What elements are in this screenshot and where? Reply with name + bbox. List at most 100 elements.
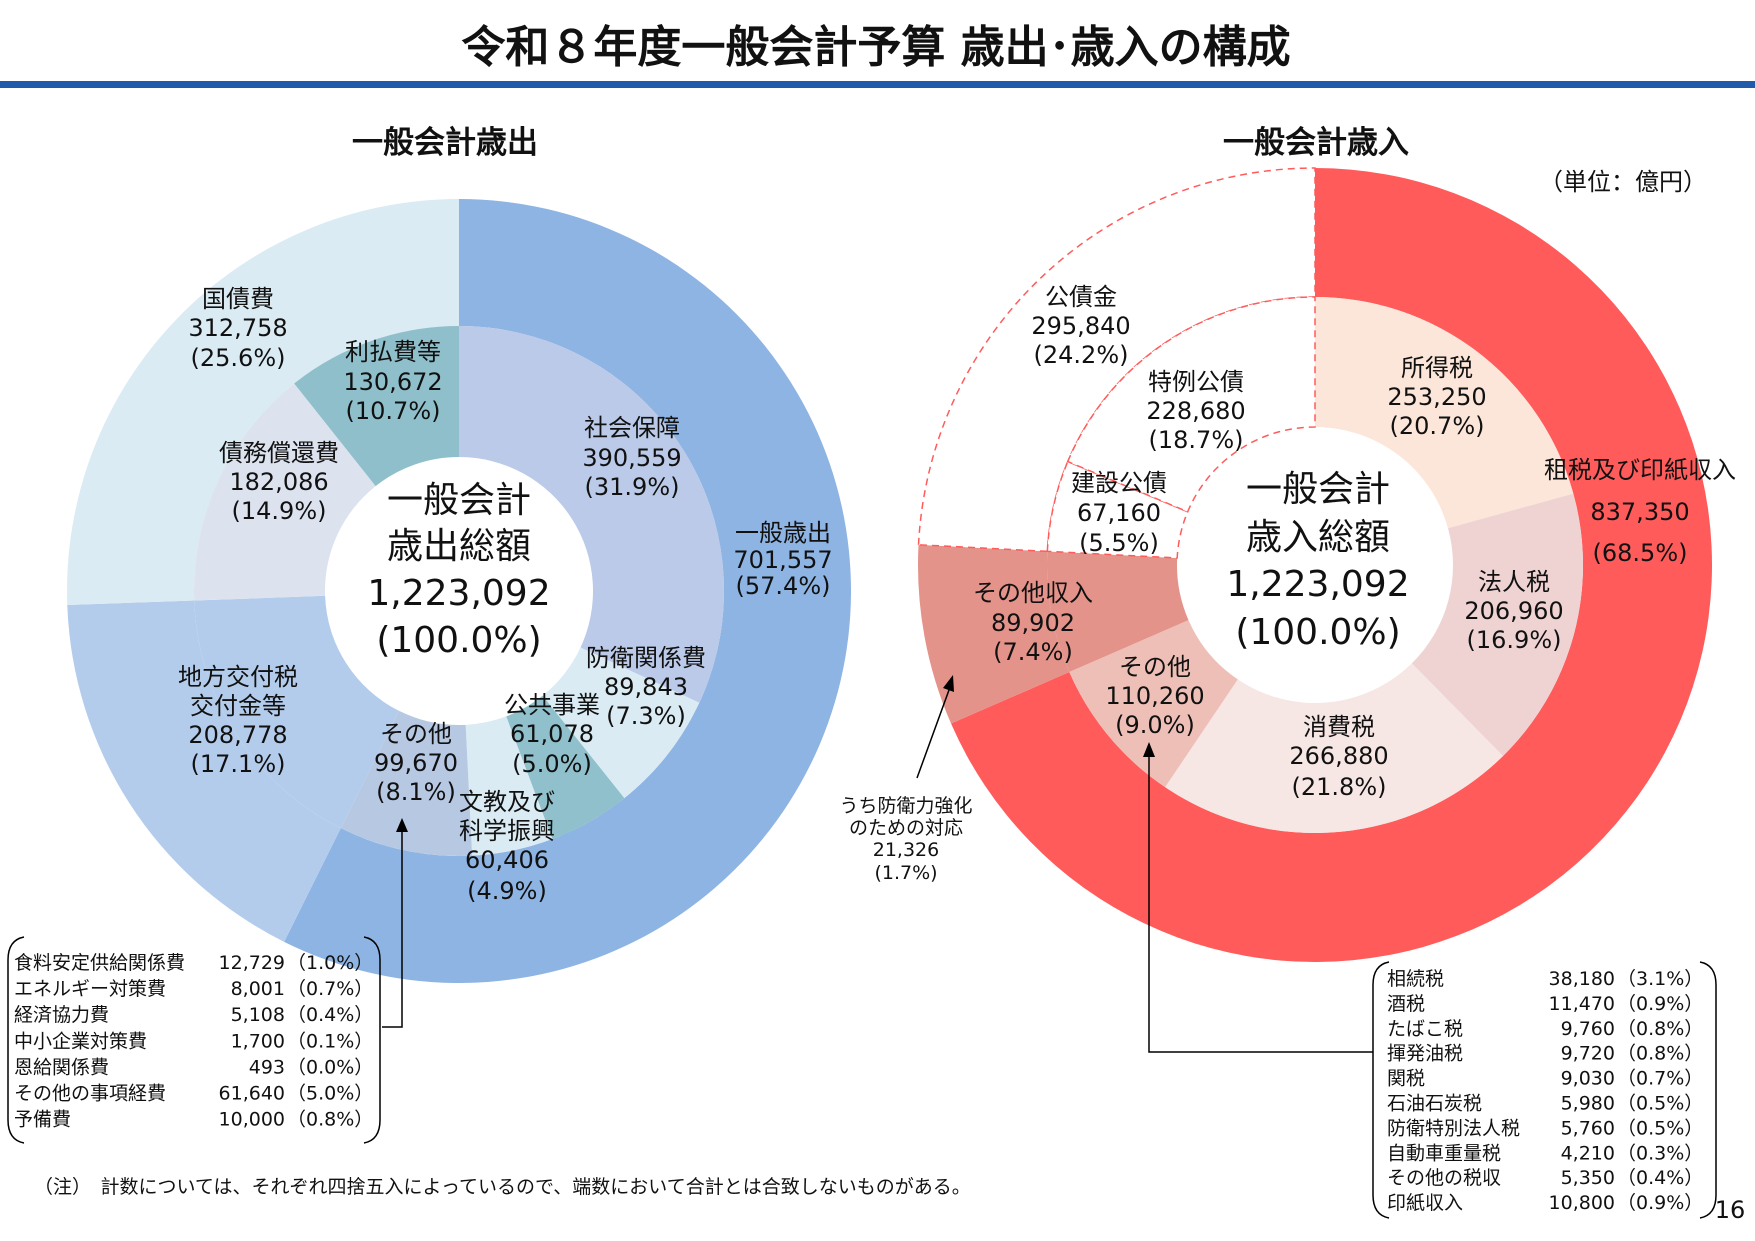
breakdown-value: 8,001 bbox=[231, 978, 285, 1000]
breakdown-pct: （0.0%） bbox=[287, 1056, 373, 1078]
label-kosaikin: 公債金 295,840 (24.2%) bbox=[1031, 283, 1130, 369]
svg-text:206,960: 206,960 bbox=[1464, 597, 1563, 625]
label-ribaraihi: 利払費等 130,672 (10.7%) bbox=[343, 338, 442, 425]
breakdown-name: 経済協力費 bbox=[14, 1004, 109, 1026]
svg-text:一般会計: 一般会計 bbox=[1246, 469, 1390, 510]
expenditure-inner-segment-5 bbox=[194, 595, 400, 829]
breakdown-value: 9,720 bbox=[1561, 1043, 1615, 1065]
label-ippan-saishutsu: 一般歳出 701,557 (57.4%) bbox=[733, 519, 832, 600]
label-sozei: 租税及び印紙収入 837,350 (68.5%) bbox=[1544, 456, 1736, 567]
breakdown-connector bbox=[1148, 755, 1373, 1053]
revenue-inner-segment-0 bbox=[1315, 297, 1574, 529]
breakdown-row: 自動車重量税 4,210 （0.3%） bbox=[1387, 1142, 1703, 1164]
arrow-up-icon bbox=[396, 818, 408, 832]
expenditure-inner-segment-0 bbox=[459, 326, 725, 703]
expenditure-inner-segment-7 bbox=[294, 326, 459, 487]
svg-text:(100.0%): (100.0%) bbox=[1235, 612, 1400, 653]
revenue-title: 一般会計歳入 bbox=[1223, 125, 1409, 161]
breakdown-row: 石油石炭税 5,980 （0.5%） bbox=[1387, 1093, 1703, 1115]
svg-text:(10.7%): (10.7%) bbox=[346, 397, 441, 425]
revenue-inner-segment-4 bbox=[1047, 551, 1189, 673]
svg-text:地方交付税: 地方交付税 bbox=[178, 663, 298, 691]
svg-text:(20.7%): (20.7%) bbox=[1390, 412, 1485, 440]
svg-text:(5.5%): (5.5%) bbox=[1079, 529, 1159, 557]
revenue-outer-segment-1 bbox=[917, 544, 1070, 724]
label-boei-kankeihi: 防衛関係費 89,843 (7.3%) bbox=[586, 644, 706, 730]
breakdown-value: 9,030 bbox=[1561, 1068, 1615, 1090]
revenue-other-breakdown: 相続税 38,180 （3.1%）酒税 11,470 （0.9%）たばこ税 9,760 （0… bbox=[1143, 742, 1717, 1219]
breakdown-name: 予備費 bbox=[14, 1109, 71, 1131]
breakdown-pct: （0.4%） bbox=[1617, 1167, 1703, 1189]
breakdown-name: その他の税収 bbox=[1387, 1167, 1501, 1189]
svg-text:182,086: 182,086 bbox=[229, 468, 328, 496]
breakdown-value: 5,350 bbox=[1561, 1167, 1615, 1189]
breakdown-pct: （3.1%） bbox=[1617, 968, 1703, 990]
svg-text:その他収入: その他収入 bbox=[973, 579, 1093, 607]
breakdown-value: 10,800 bbox=[1549, 1192, 1615, 1214]
svg-text:債務償還費: 債務償還費 bbox=[219, 439, 339, 467]
breakdown-name: 石油石炭税 bbox=[1387, 1093, 1482, 1115]
unit-label: （単位：億円） bbox=[1539, 168, 1707, 196]
svg-text:(25.6%): (25.6%) bbox=[191, 344, 286, 372]
breakdown-value: 11,470 bbox=[1549, 993, 1615, 1015]
breakdown-value: 1,700 bbox=[231, 1030, 285, 1052]
svg-text:(31.9%): (31.9%) bbox=[585, 473, 680, 501]
svg-text:110,260: 110,260 bbox=[1105, 682, 1204, 710]
svg-text:利払費等: 利払費等 bbox=[345, 338, 441, 366]
svg-text:(68.5%): (68.5%) bbox=[1593, 539, 1688, 567]
breakdown-row: 相続税 38,180 （3.1%） bbox=[1387, 968, 1703, 990]
revenue-inner-segment-1 bbox=[1411, 493, 1583, 757]
breakdown-row: その他の税収 5,350 （0.4%） bbox=[1387, 1167, 1703, 1189]
label-bunkyo: 文教及び 科学振興 60,406 (4.9%) bbox=[459, 788, 555, 905]
expenditure-inner-segment-2 bbox=[506, 695, 625, 840]
svg-text:消費税: 消費税 bbox=[1303, 713, 1375, 741]
breakdown-row: 印紙収入 10,800 （0.9%） bbox=[1387, 1192, 1703, 1214]
breakdown-name: 関税 bbox=[1387, 1068, 1425, 1090]
breakdown-name: その他の事項経費 bbox=[14, 1083, 166, 1105]
expenditure-inner-segment-3 bbox=[465, 716, 553, 856]
svg-text:228,680: 228,680 bbox=[1146, 397, 1245, 425]
svg-text:うち防衛力強化: うち防衛力強化 bbox=[839, 795, 972, 817]
breakdown-name: 防衛特別法人税 bbox=[1387, 1117, 1520, 1139]
svg-text:文教及び: 文教及び bbox=[459, 788, 555, 816]
svg-text:その他: その他 bbox=[1119, 653, 1191, 681]
svg-text:266,880: 266,880 bbox=[1289, 742, 1388, 770]
breakdown-row: エネルギー対策費 8,001 （0.7%） bbox=[14, 978, 373, 1000]
svg-text:歳入総額: 歳入総額 bbox=[1246, 517, 1390, 558]
expenditure-title: 一般会計歳出 bbox=[352, 125, 538, 161]
breakdown-pct: （0.7%） bbox=[1617, 1068, 1703, 1090]
page-title: 令和８年度一般会計予算 歳出･歳入の構成 bbox=[461, 22, 1290, 73]
label-sonota-shunyu: その他収入 89,902 (7.4%) bbox=[973, 579, 1093, 666]
breakdown-pct: （0.4%） bbox=[287, 1004, 373, 1026]
breakdown-value: 4,210 bbox=[1561, 1142, 1615, 1164]
svg-text:1,223,092: 1,223,092 bbox=[1226, 564, 1409, 605]
label-chiho-kofuzei: 地方交付税 交付金等 208,778 (17.1%) bbox=[178, 663, 298, 778]
label-saimu-shokanhi: 債務償還費 182,086 (14.9%) bbox=[219, 439, 339, 525]
breakdown-name: 印紙収入 bbox=[1387, 1192, 1463, 1214]
svg-text:61,078: 61,078 bbox=[510, 720, 594, 748]
label-hojinzei: 法人税 206,960 (16.9%) bbox=[1464, 568, 1563, 654]
expenditure-inner-segment-6 bbox=[194, 383, 376, 601]
svg-text:社会保障: 社会保障 bbox=[584, 414, 680, 442]
breakdown-name: 自動車重量税 bbox=[1387, 1142, 1501, 1164]
label-sonota-tax: その他 110,260 (9.0%) bbox=[1105, 653, 1204, 739]
expenditure-inner-segment-4 bbox=[340, 710, 473, 856]
svg-text:(4.9%): (4.9%) bbox=[467, 877, 547, 905]
expenditure-outer-segment-0 bbox=[284, 199, 852, 983]
svg-text:一般会計: 一般会計 bbox=[387, 480, 531, 521]
svg-text:交付金等: 交付金等 bbox=[190, 692, 286, 720]
svg-text:科学振興: 科学振興 bbox=[459, 817, 555, 845]
svg-text:312,758: 312,758 bbox=[188, 314, 287, 342]
breakdown-name: 恩給関係費 bbox=[14, 1056, 109, 1078]
revenue-inner-segment-5 bbox=[1046, 460, 1189, 559]
svg-text:(14.9%): (14.9%) bbox=[232, 497, 327, 525]
breakdown-value: 493 bbox=[249, 1056, 285, 1078]
svg-text:130,672: 130,672 bbox=[343, 368, 442, 396]
revenue-inner-segment-6 bbox=[1066, 296, 1316, 513]
breakdown-pct: （0.3%） bbox=[1617, 1142, 1703, 1164]
expenditure-outer-segment-2 bbox=[66, 199, 460, 606]
label-tokurei-kosai: 特例公債 228,680 (18.7%) bbox=[1146, 368, 1245, 454]
svg-text:(24.2%): (24.2%) bbox=[1034, 341, 1129, 369]
svg-text:253,250: 253,250 bbox=[1387, 383, 1486, 411]
